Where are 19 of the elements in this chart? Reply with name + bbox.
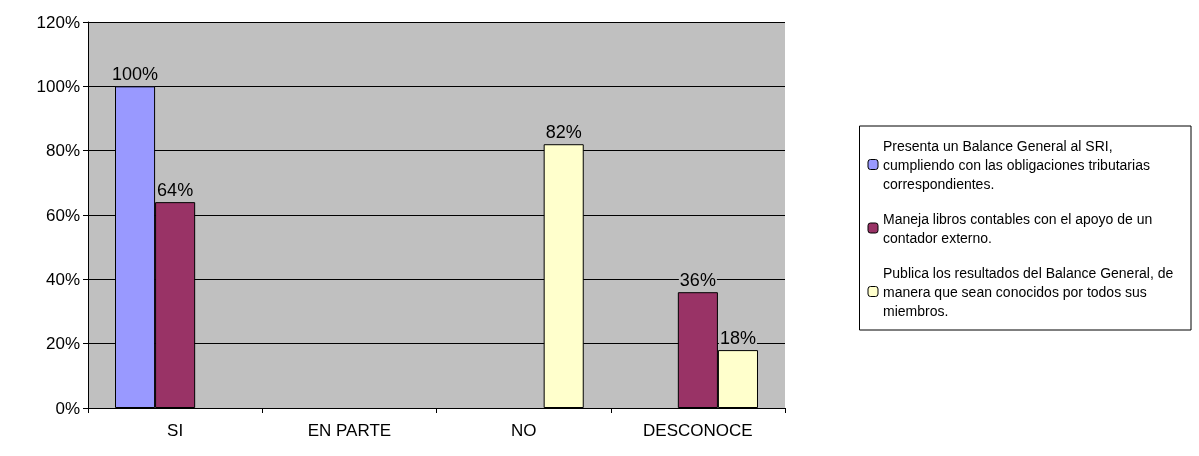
y-tick-label: 80% [45,141,80,161]
x-tick-label: EN PARTE [307,421,392,440]
y-tick-label: 60% [45,205,80,225]
legend-label: Publica los resultados del Balance General, de manera que sean conocidos por todos sus miembros. [883,264,1178,319]
data-label: 82% [545,122,582,143]
data-label: 36% [679,270,716,291]
data-label: 64% [157,180,194,201]
x-tick-label: DESCONOCE [643,421,753,440]
y-tick-label: 100% [36,76,80,96]
data-label: 100% [112,64,159,85]
y-tick-label: 0% [55,398,80,418]
data-label: 18% [719,328,756,349]
x-tick-label: SI [167,421,184,440]
legend-label: Presenta un Balance General al SRI, cumpliendo con las obligaciones tributarias correspondientes. [883,137,1154,192]
x-tick-label: NO [510,421,537,440]
y-tick-label: 40% [45,269,80,289]
y-tick-label: 20% [45,334,80,354]
legend-label: Maneja libros contables con el apoyo de un contador externo. [883,210,1157,246]
y-tick-label: 120% [36,12,80,32]
